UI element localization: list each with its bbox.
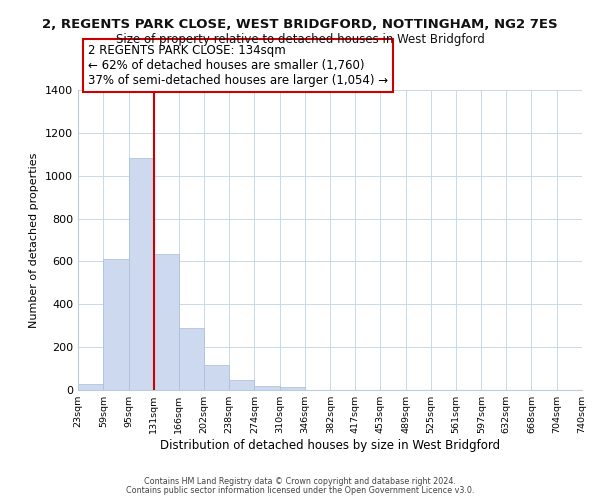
Text: Size of property relative to detached houses in West Bridgford: Size of property relative to detached ho… — [116, 32, 484, 46]
Bar — [280, 387, 305, 390]
Bar — [229, 380, 254, 390]
Bar — [154, 254, 179, 390]
Bar — [204, 366, 229, 390]
Bar — [179, 328, 204, 390]
Text: 2 REGENTS PARK CLOSE: 134sqm
← 62% of detached houses are smaller (1,760)
37% of: 2 REGENTS PARK CLOSE: 134sqm ← 62% of de… — [88, 44, 388, 87]
Text: Contains HM Land Registry data © Crown copyright and database right 2024.: Contains HM Land Registry data © Crown c… — [144, 477, 456, 486]
Bar — [254, 386, 280, 390]
Bar — [78, 384, 103, 390]
Text: 2, REGENTS PARK CLOSE, WEST BRIDGFORD, NOTTINGHAM, NG2 7ES: 2, REGENTS PARK CLOSE, WEST BRIDGFORD, N… — [42, 18, 558, 30]
Bar — [103, 260, 128, 390]
Y-axis label: Number of detached properties: Number of detached properties — [29, 152, 40, 328]
Bar — [128, 158, 154, 390]
Text: Contains public sector information licensed under the Open Government Licence v3: Contains public sector information licen… — [126, 486, 474, 495]
X-axis label: Distribution of detached houses by size in West Bridgford: Distribution of detached houses by size … — [160, 439, 500, 452]
